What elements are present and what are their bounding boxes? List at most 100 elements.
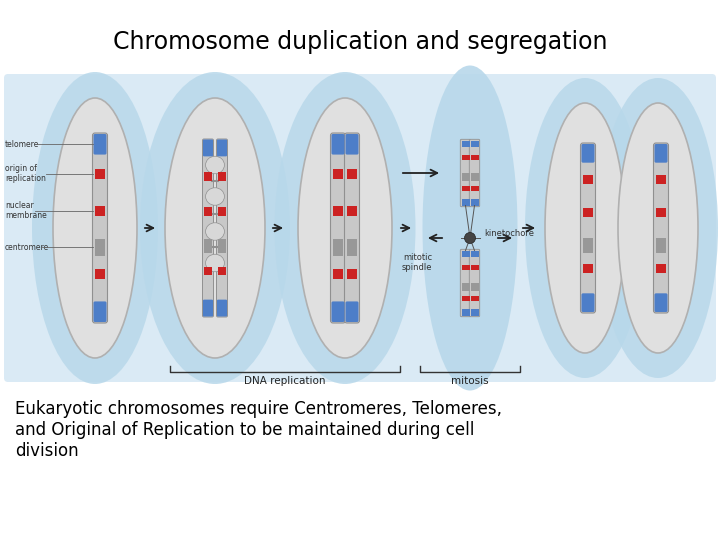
Bar bbox=[470, 155, 479, 160]
Bar bbox=[95, 239, 105, 256]
Ellipse shape bbox=[140, 72, 290, 384]
Text: telomere: telomere bbox=[5, 140, 40, 149]
Bar bbox=[95, 206, 105, 216]
Bar bbox=[462, 140, 469, 147]
FancyBboxPatch shape bbox=[217, 139, 228, 317]
Ellipse shape bbox=[206, 156, 225, 174]
Bar bbox=[333, 169, 343, 179]
Text: mitotic
spindle: mitotic spindle bbox=[402, 253, 432, 272]
Bar bbox=[204, 207, 212, 216]
Ellipse shape bbox=[274, 72, 415, 384]
Bar bbox=[462, 173, 469, 181]
Ellipse shape bbox=[598, 78, 718, 378]
Text: Eukaryotic chromosomes require Centromeres, Telomeres,
and Original of Replicati: Eukaryotic chromosomes require Centromer… bbox=[15, 400, 502, 460]
Ellipse shape bbox=[423, 65, 518, 390]
Ellipse shape bbox=[464, 233, 475, 244]
Text: nuclear
membrane: nuclear membrane bbox=[5, 201, 47, 220]
Bar bbox=[583, 238, 593, 253]
Bar bbox=[204, 239, 212, 253]
Bar bbox=[204, 172, 212, 181]
FancyBboxPatch shape bbox=[346, 134, 359, 154]
FancyBboxPatch shape bbox=[94, 301, 107, 322]
FancyBboxPatch shape bbox=[460, 249, 471, 316]
FancyBboxPatch shape bbox=[331, 301, 344, 322]
Ellipse shape bbox=[525, 78, 645, 378]
FancyBboxPatch shape bbox=[217, 300, 227, 316]
FancyBboxPatch shape bbox=[331, 134, 344, 154]
Bar bbox=[218, 239, 226, 253]
Bar bbox=[218, 172, 226, 181]
FancyBboxPatch shape bbox=[346, 301, 359, 322]
Bar bbox=[470, 265, 479, 270]
FancyBboxPatch shape bbox=[4, 74, 716, 382]
FancyBboxPatch shape bbox=[202, 139, 214, 317]
Ellipse shape bbox=[53, 98, 137, 358]
Bar bbox=[656, 264, 666, 273]
Bar bbox=[204, 267, 212, 275]
Bar bbox=[347, 206, 357, 216]
Bar bbox=[333, 239, 343, 256]
Text: kinetochore: kinetochore bbox=[484, 228, 534, 238]
Text: Chromosome duplication and segregation: Chromosome duplication and segregation bbox=[113, 30, 607, 54]
Ellipse shape bbox=[545, 103, 625, 353]
Bar bbox=[583, 264, 593, 273]
Bar bbox=[462, 265, 469, 270]
Bar bbox=[462, 251, 469, 257]
Bar bbox=[95, 169, 105, 179]
Text: DNA replication: DNA replication bbox=[244, 376, 325, 386]
Bar bbox=[470, 199, 479, 206]
FancyBboxPatch shape bbox=[203, 300, 213, 316]
Bar bbox=[470, 186, 479, 191]
Bar bbox=[347, 169, 357, 179]
Ellipse shape bbox=[206, 188, 225, 205]
FancyBboxPatch shape bbox=[469, 139, 480, 207]
Bar bbox=[95, 269, 105, 279]
Bar bbox=[656, 208, 666, 217]
FancyBboxPatch shape bbox=[654, 143, 668, 313]
Text: centromere: centromere bbox=[5, 243, 49, 252]
FancyBboxPatch shape bbox=[92, 133, 107, 323]
Bar bbox=[218, 207, 226, 216]
Bar bbox=[583, 175, 593, 184]
Ellipse shape bbox=[32, 72, 158, 384]
Bar bbox=[470, 296, 479, 301]
Text: mitosis: mitosis bbox=[451, 376, 489, 386]
Bar bbox=[656, 238, 666, 253]
Bar bbox=[470, 309, 479, 315]
FancyBboxPatch shape bbox=[94, 134, 107, 154]
FancyBboxPatch shape bbox=[330, 133, 346, 323]
FancyBboxPatch shape bbox=[582, 144, 595, 163]
Bar bbox=[462, 296, 469, 301]
FancyBboxPatch shape bbox=[217, 139, 227, 157]
Bar bbox=[583, 208, 593, 217]
Ellipse shape bbox=[206, 222, 225, 240]
FancyBboxPatch shape bbox=[580, 143, 595, 313]
FancyBboxPatch shape bbox=[582, 293, 595, 312]
Bar bbox=[462, 199, 469, 206]
Ellipse shape bbox=[165, 98, 265, 358]
Bar bbox=[347, 239, 357, 256]
Bar bbox=[462, 186, 469, 191]
Bar bbox=[462, 283, 469, 291]
Bar bbox=[656, 175, 666, 184]
Bar bbox=[333, 269, 343, 279]
Ellipse shape bbox=[206, 254, 225, 272]
FancyBboxPatch shape bbox=[654, 144, 667, 163]
Bar bbox=[470, 283, 479, 291]
Bar bbox=[462, 155, 469, 160]
Bar bbox=[462, 309, 469, 315]
FancyBboxPatch shape bbox=[460, 139, 471, 207]
FancyBboxPatch shape bbox=[344, 133, 359, 323]
Ellipse shape bbox=[618, 103, 698, 353]
Ellipse shape bbox=[298, 98, 392, 358]
Text: origin of
replication: origin of replication bbox=[5, 164, 46, 184]
Bar bbox=[347, 269, 357, 279]
Bar bbox=[218, 267, 226, 275]
FancyBboxPatch shape bbox=[203, 139, 213, 157]
Bar bbox=[333, 206, 343, 216]
Bar bbox=[470, 251, 479, 257]
FancyBboxPatch shape bbox=[654, 293, 667, 312]
Bar bbox=[470, 173, 479, 181]
Bar bbox=[470, 140, 479, 147]
FancyBboxPatch shape bbox=[469, 249, 480, 316]
